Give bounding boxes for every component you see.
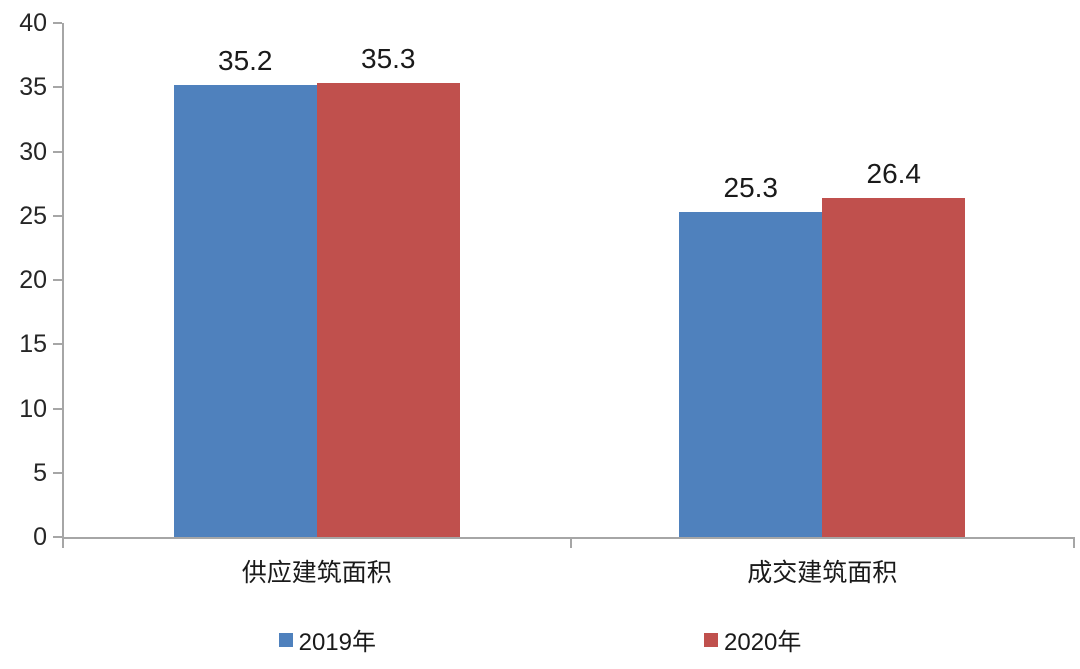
y-axis-tick: [53, 407, 62, 410]
x-axis-tick: [569, 539, 572, 548]
y-axis-tick-label: 40: [19, 9, 47, 37]
legend: 2019年 2020年: [0, 622, 1080, 657]
category-group: 35.2 35.3: [64, 23, 570, 537]
bar-data-label: 25.3: [723, 171, 779, 203]
legend-swatch-icon: [704, 632, 718, 647]
y-axis-tick-label: 20: [19, 266, 47, 294]
bar-2019年-供应建筑面积: 35.2: [173, 45, 317, 537]
bar-data-label: 35.2: [218, 44, 273, 76]
y-axis-tick: [53, 86, 62, 89]
y-axis-tick: [53, 22, 62, 24]
bar-2020年-供应建筑面积: 35.3: [316, 43, 460, 537]
y-axis-tick: [53, 471, 62, 474]
x-axis-category-label: 供应建筑面积: [241, 559, 392, 587]
y-axis-tick-label: 25: [19, 201, 47, 230]
y-axis-tick-label: 5: [33, 458, 47, 487]
y-axis-tick-label: 35: [19, 73, 47, 102]
plot-area: 0 5 10 15 20 25 30 35 40 供应建筑面积 35.2 35.3 成交建筑面积 25.3…: [19, 9, 1076, 587]
x-axis-tick: [62, 539, 64, 548]
y-axis-tick: [53, 150, 62, 153]
bar-data-label: 26.4: [866, 157, 922, 189]
legend-item-2019年: 2019年: [278, 622, 376, 657]
y-axis-tick: [53, 343, 62, 346]
x-axis-tick: [1073, 539, 1075, 548]
bar-2019年-成交建筑面积: 25.3: [679, 172, 823, 537]
bar-data-label: 35.3: [361, 43, 416, 75]
y-axis-tick-label: 30: [19, 137, 47, 166]
category-group: 25.3 26.4: [570, 23, 1076, 537]
y-axis-tick-label: 15: [19, 330, 47, 359]
y-axis-tick: [53, 214, 62, 217]
legend-label: 2020年: [724, 629, 802, 656]
legend-item-2020年: 2020年: [704, 622, 801, 657]
legend-label: 2019年: [298, 629, 376, 656]
legend-swatch-icon: [278, 632, 293, 647]
x-axis-category-label: 成交建筑面积: [747, 559, 898, 587]
y-axis-tick: [53, 279, 62, 281]
y-axis-tick-label: 0: [33, 523, 47, 551]
bar-2020年-成交建筑面积: 26.4: [822, 158, 966, 537]
y-axis-tick-label: 10: [19, 394, 47, 423]
y-axis-tick: [53, 536, 62, 538]
